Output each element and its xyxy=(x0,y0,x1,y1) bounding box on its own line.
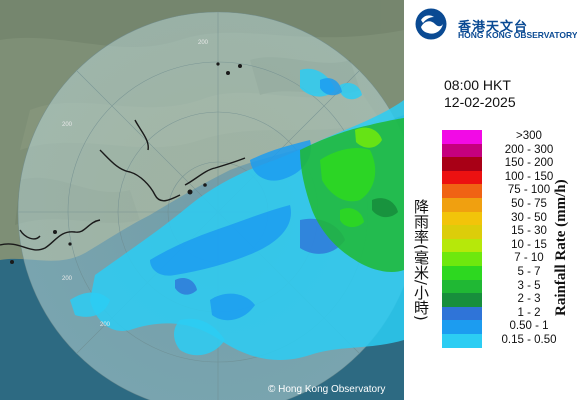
legend-label: 50 - 75 xyxy=(511,198,547,210)
legend-label: 30 - 50 xyxy=(511,211,547,224)
legend-label: 100 - 150 xyxy=(504,170,554,183)
range-ring-label: 200 xyxy=(198,40,209,46)
observation-date: 12-02-2025 xyxy=(444,94,516,110)
legend-item: 0.15 - 0.50 xyxy=(442,334,577,348)
legend-swatch xyxy=(442,334,482,348)
legend-item: >300 xyxy=(442,130,577,144)
legend-item: 100 - 150 xyxy=(442,170,577,185)
legend-label: 3 - 5 xyxy=(517,279,541,292)
legend-label: 7 - 10 xyxy=(514,252,544,265)
legend-item: 150 - 200 xyxy=(442,157,577,171)
legend-swatch xyxy=(442,157,482,171)
legend-swatch xyxy=(442,293,482,307)
range-ring-label: 200 xyxy=(62,276,73,282)
legend-swatch xyxy=(442,198,482,212)
legend-label: 15 - 30 xyxy=(511,225,547,238)
legend-swatch xyxy=(442,130,482,144)
legend-swatch xyxy=(442,252,482,266)
legend-item: 2 - 3 xyxy=(442,293,577,307)
legend-item: 1 - 2 xyxy=(442,306,577,321)
legend-label: >300 xyxy=(516,130,542,142)
legend-title-cn: 降雨率(毫米/小時) xyxy=(412,199,430,321)
legend-label: 75 - 100 xyxy=(507,184,551,197)
hko-name-cn: 香港天文台 xyxy=(458,20,529,35)
radar-map: 200 200 200 200 xyxy=(0,0,404,400)
legend-swatch xyxy=(442,279,482,294)
legend-swatch xyxy=(442,320,482,334)
legend-swatch xyxy=(442,306,482,321)
legend-swatch xyxy=(442,184,482,198)
hko-name-en: HONG KONG OBSERVATORY xyxy=(458,30,577,40)
legend-item: 30 - 50 xyxy=(442,211,577,226)
legend-item: 0.50 - 1 xyxy=(442,320,577,334)
legend-item: 3 - 5 xyxy=(442,279,577,294)
legend-swatch xyxy=(442,225,482,239)
legend-label: 5 - 7 xyxy=(517,266,541,278)
legend-swatch xyxy=(442,211,482,226)
range-ring-label: 200 xyxy=(62,122,73,128)
legend-swatch xyxy=(442,170,482,185)
hko-logo: 香港天文台 HONG KONG OBSERVATORY xyxy=(414,7,577,40)
rain-echoes xyxy=(70,68,404,360)
legend-title-en: Rainfall Rate (mm/h) xyxy=(553,179,569,317)
legend-label: 150 - 200 xyxy=(504,157,554,170)
legend-label: 1 - 2 xyxy=(517,306,541,319)
legend-item: 75 - 100 xyxy=(442,184,577,198)
legend-item: 7 - 10 xyxy=(442,252,577,266)
legend-item: 5 - 7 xyxy=(442,266,577,280)
range-ring-label: 200 xyxy=(100,322,111,328)
legend-label: 0.15 - 0.50 xyxy=(501,334,557,346)
legend-label: 200 - 300 xyxy=(504,143,554,156)
coastline xyxy=(0,119,246,251)
copyright-notice: © Hong Kong Observatory xyxy=(268,384,386,395)
islands xyxy=(10,62,242,264)
hko-logo-icon xyxy=(415,8,447,40)
legend-swatch xyxy=(442,266,482,280)
legend-item: 50 - 75 xyxy=(442,198,577,212)
legend-item: 10 - 15 xyxy=(442,238,577,253)
legend-item: 200 - 300 xyxy=(442,143,577,158)
legend-label: 10 - 15 xyxy=(511,238,547,251)
legend-panel: 香港天文台 HONG KONG OBSERVATORY 08:00 HKT 12… xyxy=(404,0,577,400)
range-ring-labels: 200 200 200 200 xyxy=(62,40,209,328)
legend-swatch xyxy=(442,238,482,253)
legend-label: 2 - 3 xyxy=(517,293,541,306)
legend-label: 0.50 - 1 xyxy=(509,320,549,333)
legend-item: 15 - 30 xyxy=(442,225,577,239)
observation-time: 08:00 HKT xyxy=(444,77,511,93)
legend-swatch xyxy=(442,143,482,158)
